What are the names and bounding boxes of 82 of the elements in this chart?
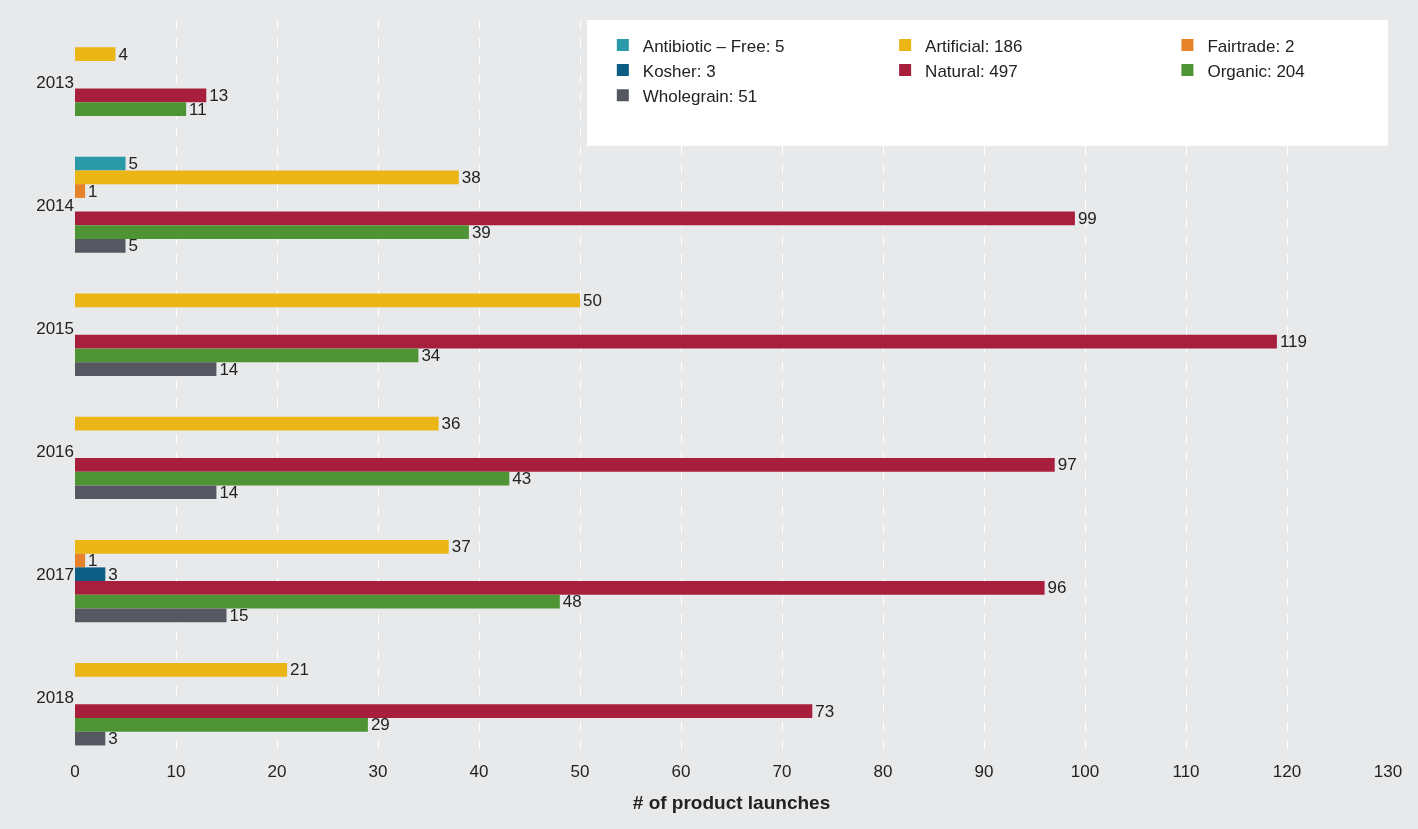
bar (75, 211, 1075, 226)
data-label: 5 (128, 154, 138, 174)
data-label: 21 (290, 660, 310, 680)
legend-label: Organic: 204 (1207, 61, 1305, 81)
data-label: 14 (219, 482, 239, 502)
bar (75, 608, 227, 623)
bar (75, 170, 459, 185)
data-label: 29 (370, 715, 390, 735)
y-tick-label: 2013 (36, 72, 74, 92)
x-tick-label: 30 (368, 762, 388, 781)
bar (75, 47, 116, 61)
bar (75, 457, 1055, 472)
data-label: 36 (441, 414, 461, 434)
bar (75, 102, 187, 116)
bar (75, 553, 86, 568)
bar (75, 704, 813, 718)
legend-label: Antibiotic – Free: 5 (642, 36, 785, 56)
bar (75, 731, 106, 746)
data-label: 11 (189, 99, 207, 119)
bar (75, 348, 419, 363)
data-label: 5 (128, 236, 138, 256)
legend-label: Kosher: 3 (642, 61, 716, 81)
y-tick-label: 2018 (36, 688, 74, 708)
bar (75, 567, 106, 582)
bar (75, 362, 217, 376)
x-tick-label: 70 (772, 762, 792, 781)
y-tick-label: 2014 (36, 195, 74, 215)
bar (75, 594, 560, 609)
data-label: 1 (88, 181, 98, 201)
bar (75, 471, 510, 486)
data-label: 4 (118, 44, 128, 64)
x-axis-title: # of product launches (632, 791, 831, 813)
data-label: 50 (583, 290, 602, 310)
data-label: 34 (421, 345, 441, 365)
y-tick-label: 2016 (36, 442, 74, 462)
x-tick-label: 40 (469, 762, 489, 781)
x-tick-label: 50 (570, 762, 590, 781)
x-tick-label: 60 (671, 762, 691, 781)
x-tick-label: 120 (1272, 762, 1302, 781)
data-label: 119 (1279, 332, 1308, 352)
x-tick-label: 10 (166, 762, 186, 781)
bar (75, 334, 1277, 349)
data-label: 99 (1077, 208, 1097, 228)
data-label: 13 (209, 85, 229, 105)
data-label: 96 (1047, 578, 1067, 598)
y-tick-label: 2015 (36, 318, 74, 338)
data-label: 73 (815, 701, 835, 721)
bar (75, 485, 217, 500)
data-label: 48 (562, 592, 582, 612)
x-tick-label: 0 (70, 762, 80, 781)
data-label: 37 (451, 537, 471, 557)
legend-label: Wholegrain: 51 (642, 86, 758, 106)
data-label: 3 (108, 729, 118, 749)
x-tick-label: 90 (974, 762, 994, 781)
bar (75, 718, 368, 732)
x-tick-label: 130 (1373, 762, 1403, 781)
x-tick-label: 110 (1172, 762, 1200, 781)
data-label: 97 (1057, 455, 1077, 475)
data-label: 3 (108, 564, 118, 584)
data-label: 38 (461, 167, 481, 187)
bar (75, 225, 469, 240)
bar (75, 184, 86, 198)
x-tick-label: 80 (873, 762, 893, 781)
data-label: 14 (219, 359, 239, 379)
bar (75, 539, 449, 554)
data-label: 39 (471, 222, 491, 242)
legend-label: Natural: 497 (925, 61, 1018, 81)
bar (75, 156, 126, 171)
legend-label: Fairtrade: 2 (1207, 36, 1295, 56)
bar (75, 663, 288, 677)
bar (75, 581, 1045, 595)
data-label: 43 (512, 469, 532, 489)
bar (75, 293, 580, 308)
data-label: 1 (88, 551, 98, 571)
bar (75, 239, 126, 253)
data-label: 15 (229, 605, 249, 625)
x-tick-label: 100 (1070, 762, 1100, 781)
bar (75, 416, 439, 431)
bar (75, 88, 207, 103)
y-tick-label: 2017 (36, 565, 74, 585)
legend-label: Artificial: 186 (925, 36, 1023, 56)
x-tick-label: 20 (267, 762, 287, 781)
